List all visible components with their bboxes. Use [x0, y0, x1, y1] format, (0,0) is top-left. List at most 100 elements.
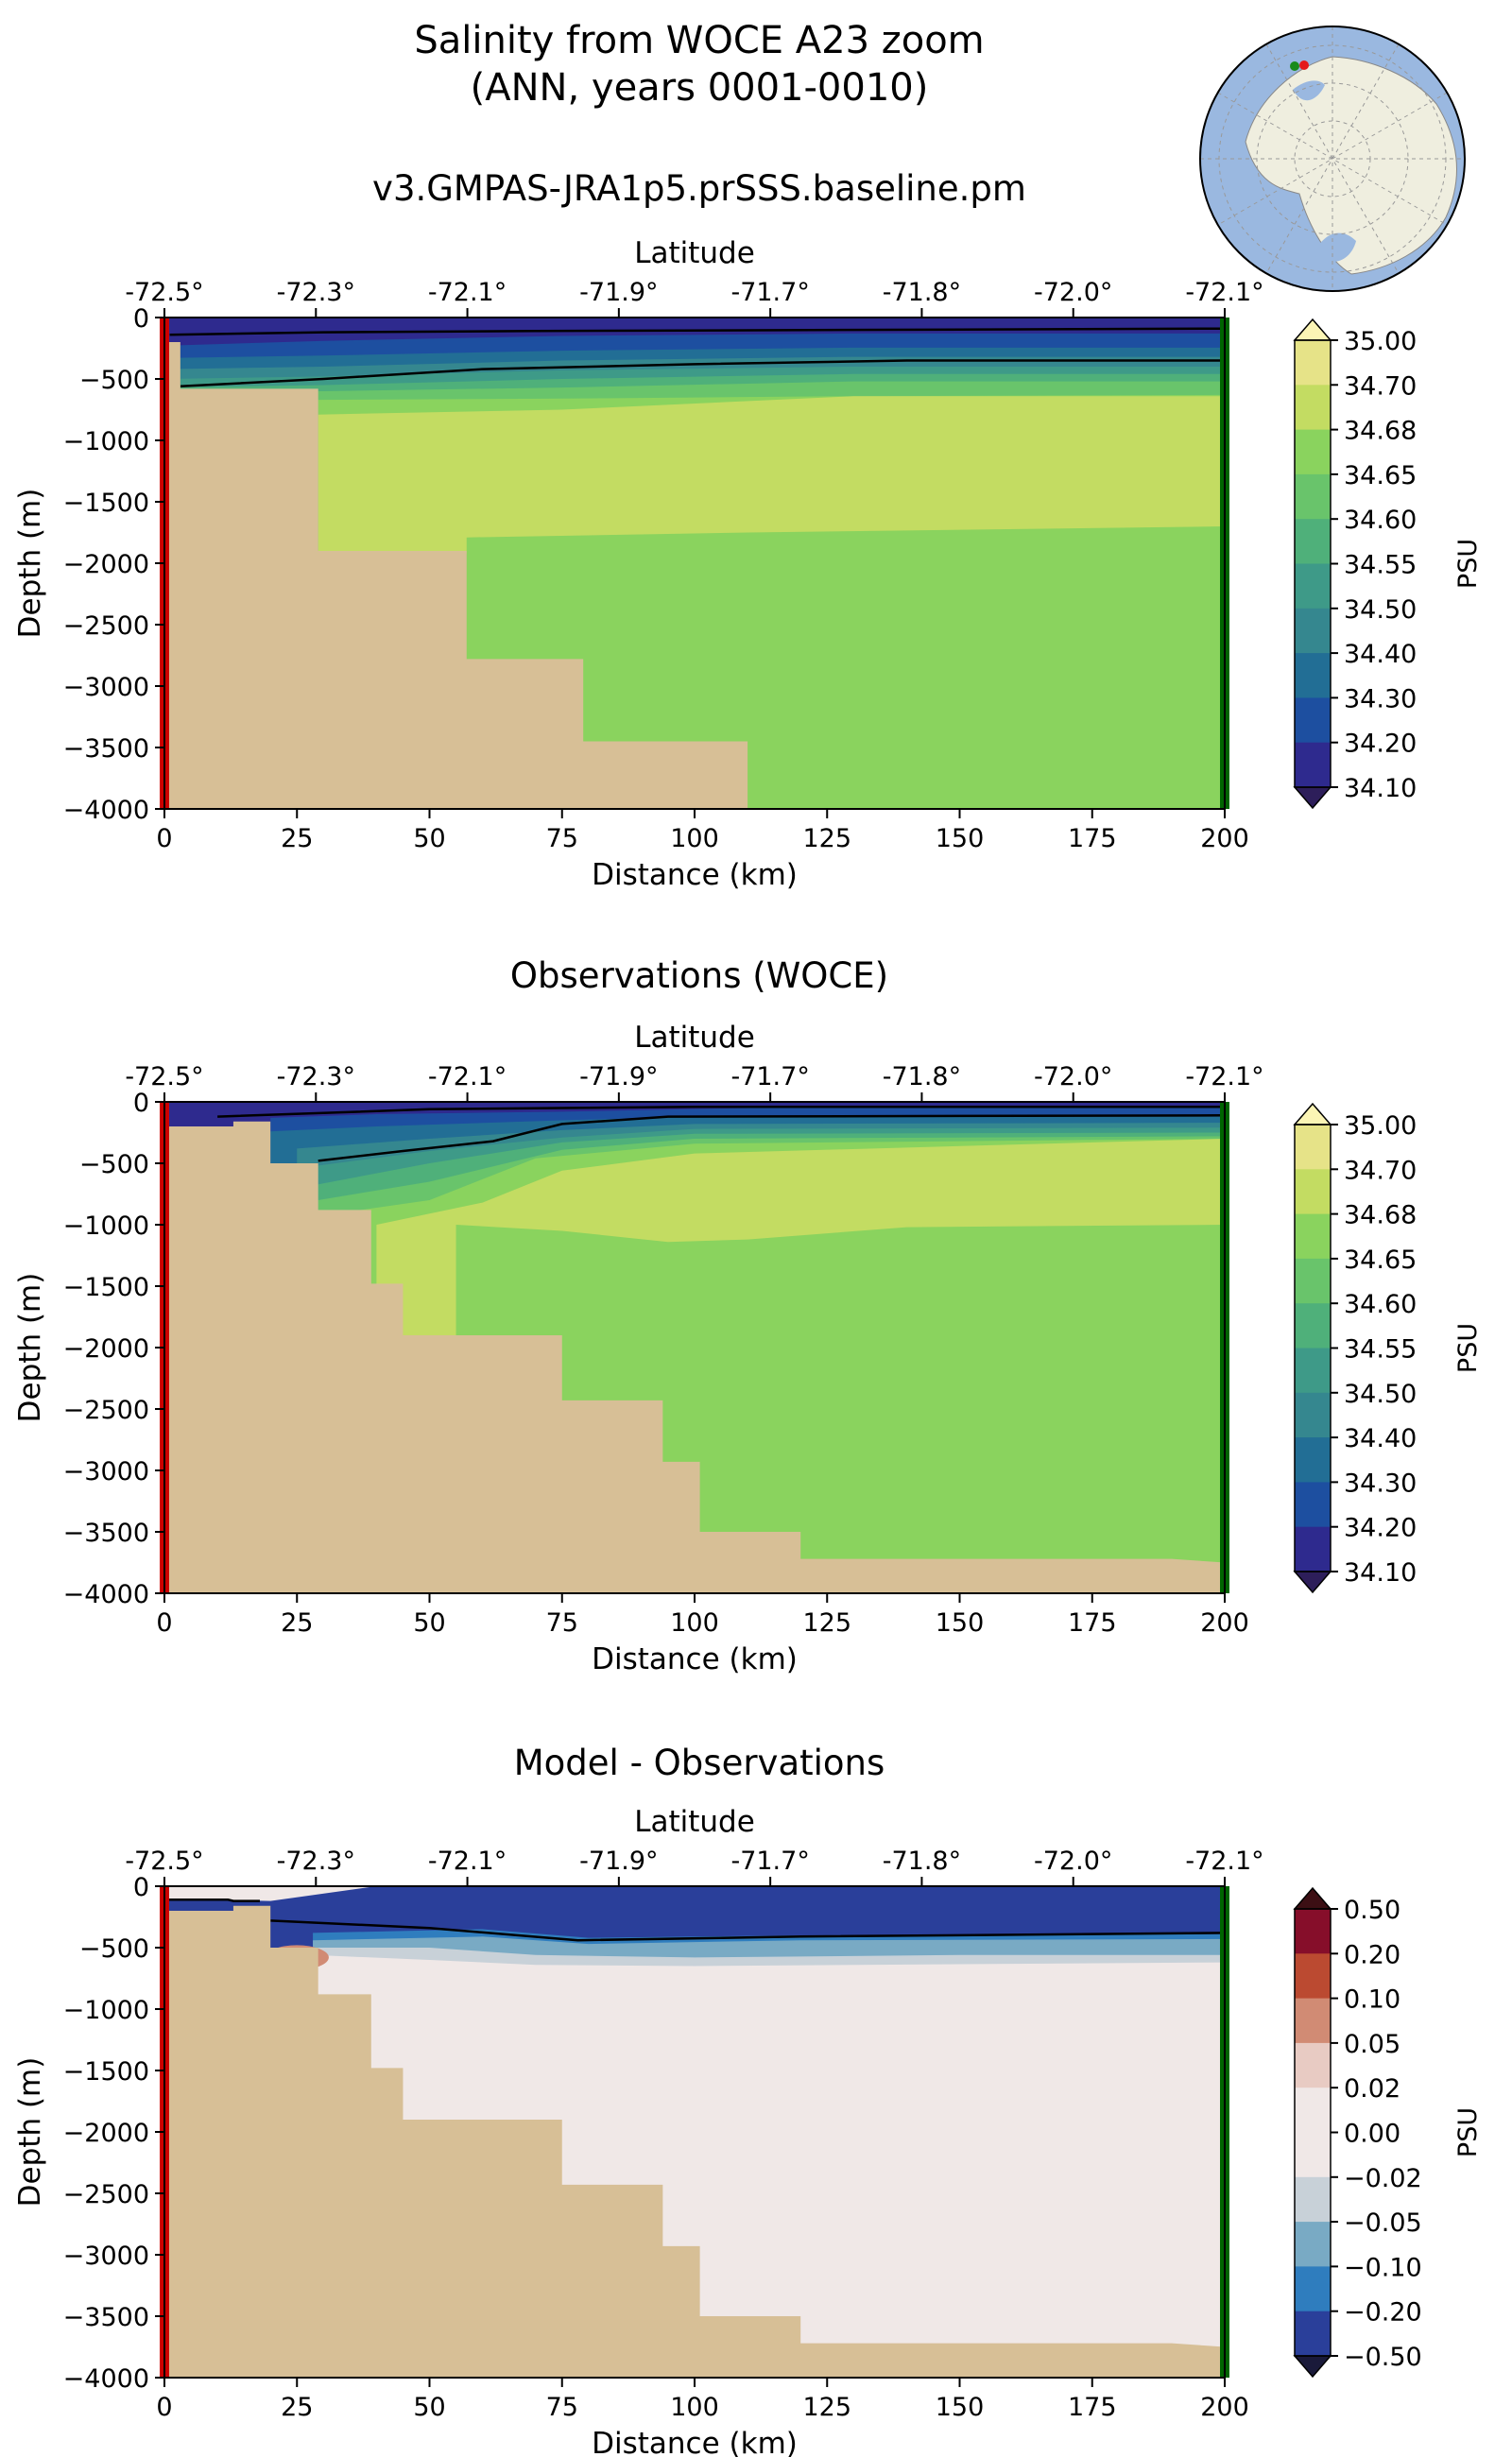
- contour-line-1: [169, 327, 1225, 336]
- figure-title-line2: (ANN, years 0001-0010): [470, 66, 929, 110]
- colorbar-tick-label: 34.30: [1344, 684, 1417, 713]
- y-tick-label: −2500: [63, 2180, 149, 2209]
- panel-difference: 0 25 50 75 100 125 150 175 200 Distance (km) -72.5…: [13, 1805, 1483, 2457]
- x-tick-label: 175: [1068, 824, 1117, 853]
- contour-line-0: [318, 1114, 1225, 1162]
- colorbar-extend-bottom: [1293, 786, 1332, 810]
- colorbar-tick-label: −0.10: [1344, 2253, 1422, 2282]
- colorbar-tick-label: 34.65: [1344, 461, 1417, 490]
- x-tick-label: 150: [936, 824, 985, 853]
- latitude-tick-label: -71.9°: [579, 1847, 658, 1876]
- plot-area-model: [164, 318, 1225, 809]
- x-tick-label: 100: [670, 1608, 719, 1638]
- x-tick-label: 50: [413, 1608, 445, 1638]
- map-weddell-sea: [1293, 80, 1325, 101]
- latitude-tick-label: -72.1°: [428, 278, 507, 307]
- colorbar-extend-top: [1293, 1886, 1332, 1910]
- colorbar-bin: [1295, 519, 1331, 564]
- y-tick-label: −500: [79, 1934, 149, 1964]
- colorbar-tick-label: 34.10: [1344, 774, 1417, 803]
- colorbar-tick-label: −0.02: [1344, 2164, 1422, 2193]
- latitude-tick-label: -71.8°: [883, 1847, 961, 1876]
- y-tick-label: −3500: [63, 2303, 149, 2332]
- colorbar: 0.50 0.20 0.10 0.05 0.02 0.00 −0.02 −0.05 −0.10 −…: [1293, 1886, 1483, 2379]
- colorbar-bin: [1295, 2222, 1331, 2267]
- colorbar-label: PSU: [1453, 539, 1483, 589]
- colorbar-bin: [1295, 2132, 1331, 2178]
- y-tick-label: −3000: [63, 1457, 149, 1486]
- colorbar-tick-label: 0.00: [1344, 2120, 1400, 2149]
- x-tick-label: 125: [802, 824, 851, 853]
- panel-title-difference: Model - Observations: [513, 1743, 885, 1783]
- colorbar-bin: [1295, 653, 1331, 698]
- contour-line-0: [180, 359, 1225, 388]
- latitude-tick-label: -72.0°: [1034, 278, 1112, 307]
- latitude-tick-label: -72.1°: [428, 1847, 507, 1876]
- y-axis-label: Depth (m): [13, 489, 47, 639]
- colorbar-bin: [1295, 340, 1331, 386]
- y-tick-label: −2000: [63, 1334, 149, 1364]
- colorbar-tick-label: 34.40: [1344, 640, 1417, 669]
- colorbar-extend-bottom: [1293, 2355, 1332, 2379]
- colorbar-tick-label: 35.00: [1344, 1111, 1417, 1141]
- colorbar-label: PSU: [1453, 2107, 1483, 2157]
- latitude-tick-label: -72.0°: [1034, 1847, 1112, 1876]
- x-tick-label: 125: [802, 2393, 851, 2422]
- y-tick-label: −2000: [63, 550, 149, 579]
- contour-line-0: [270, 1919, 1225, 1942]
- colorbar-bin: [1295, 429, 1331, 475]
- colorbar-extend-bottom: [1293, 1571, 1332, 1594]
- y-tick-label: −500: [79, 1150, 149, 1179]
- colorbar-tick-label: 34.20: [1344, 1514, 1417, 1543]
- colorbar-extend-top: [1293, 318, 1332, 341]
- latitude-tick-label: -71.7°: [730, 278, 809, 307]
- colorbar-tick-label: 34.55: [1344, 551, 1417, 580]
- x-tick-label: 200: [1200, 1608, 1249, 1638]
- latitude-tick-label: -72.1°: [428, 1062, 507, 1091]
- x-tick-label: 200: [1200, 824, 1249, 853]
- y-tick-label: −3500: [63, 734, 149, 764]
- y-tick-label: −2500: [63, 1396, 149, 1425]
- colorbar-bin: [1295, 1169, 1331, 1215]
- colorbar-bin: [1295, 473, 1331, 520]
- colorbar-tick-label: 34.70: [1344, 371, 1417, 401]
- x-tick-label: 150: [936, 2393, 985, 2422]
- map-ross-sea: [1314, 232, 1356, 263]
- y-tick-label: −1500: [63, 489, 149, 518]
- y-tick-label: −500: [79, 366, 149, 395]
- colorbar-bin: [1295, 1437, 1331, 1483]
- colorbar-bin: [1295, 1392, 1331, 1438]
- figure-title-line1: Salinity from WOCE A23 zoom: [414, 19, 985, 62]
- colorbar-bin: [1295, 2176, 1331, 2223]
- y-tick-label: −4000: [63, 2364, 149, 2394]
- y-tick-label: −1000: [63, 1211, 149, 1241]
- x-tick-label: 175: [1068, 2393, 1117, 2422]
- colorbar-tick-label: −0.50: [1344, 2343, 1422, 2372]
- colorbar-tick-label: 35.00: [1344, 327, 1417, 356]
- contour-line-1: [164, 1899, 260, 1902]
- colorbar-bin: [1295, 1125, 1331, 1170]
- colorbar-tick-label: 0.05: [1344, 2030, 1400, 2059]
- y-tick-label: −4000: [63, 1580, 149, 1609]
- colorbar-bin: [1295, 1998, 1331, 2044]
- colorbar-bin: [1295, 2311, 1331, 2357]
- latitude-tick-label: -71.8°: [883, 1062, 961, 1091]
- colorbar-tick-label: −0.05: [1344, 2208, 1422, 2238]
- colorbar-tick-label: 34.60: [1344, 506, 1417, 535]
- latitude-tick-label: -72.5°: [125, 1062, 203, 1091]
- colorbar-bin: [1295, 608, 1331, 654]
- seabed-bathymetry: [164, 342, 1225, 809]
- colorbar: 35.00 34.70 34.68 34.65 34.60 34.55 34.50 34.40…: [1293, 1102, 1483, 1594]
- colorbar-bin: [1295, 1909, 1331, 1954]
- y-tick-label: −3000: [63, 673, 149, 702]
- colorbar-bin: [1295, 563, 1331, 610]
- latitude-tick-label: -72.3°: [277, 278, 355, 307]
- colorbar-tick-label: 34.50: [1344, 595, 1417, 625]
- latitude-tick-label: -72.1°: [1185, 278, 1263, 307]
- colorbar-bin: [1295, 742, 1331, 788]
- seabed-bathymetry: [164, 1121, 1225, 1593]
- latitude-tick-label: -71.7°: [730, 1847, 809, 1876]
- colorbar-tick-label: 34.60: [1344, 1290, 1417, 1319]
- y-tick-label: −3500: [63, 1519, 149, 1548]
